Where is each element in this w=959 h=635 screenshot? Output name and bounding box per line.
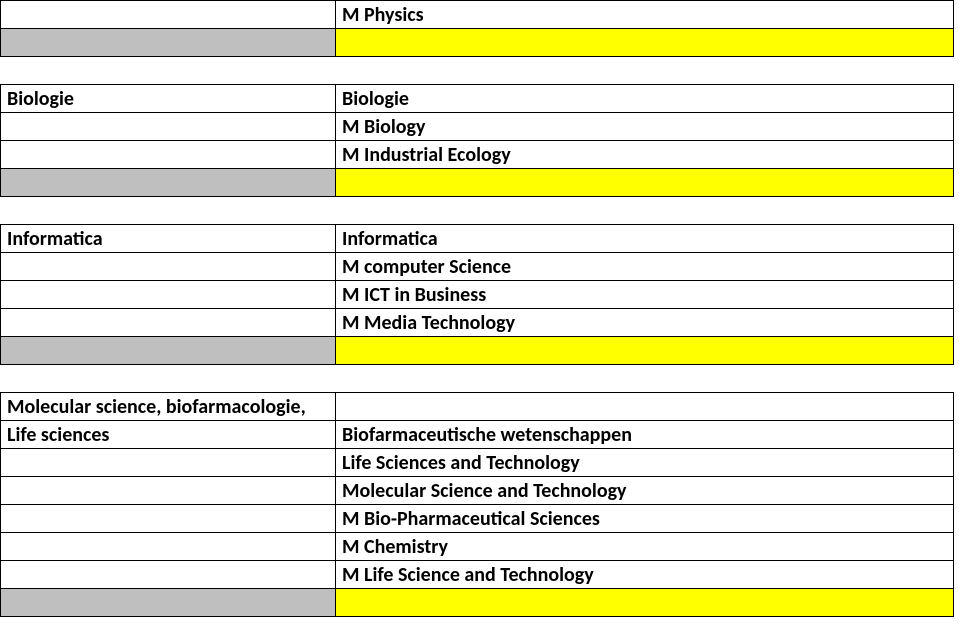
cell-left [1, 253, 336, 281]
cell-right: M Biology [336, 113, 954, 141]
table-row: M Physics [1, 1, 954, 29]
cell-left: Informatica [1, 225, 336, 253]
cell-right: M ICT in Business [336, 281, 954, 309]
table-row [1, 589, 954, 617]
table-row [1, 337, 954, 365]
table-row: M Media Technology [1, 309, 954, 337]
row-gap [1, 365, 954, 393]
table-row [1, 365, 954, 393]
table-row: Molecular Science and Technology [1, 477, 954, 505]
cell-left [1, 337, 336, 365]
table-row [1, 29, 954, 57]
cell-left [1, 169, 336, 197]
cell-left: Life sciences [1, 421, 336, 449]
cell-right: M Industrial Ecology [336, 141, 954, 169]
cell-right [336, 393, 954, 421]
table-row: M ICT in Business [1, 281, 954, 309]
cell-right: Molecular Science and Technology [336, 477, 954, 505]
cell-left [1, 281, 336, 309]
table-row [1, 197, 954, 225]
cell-left [1, 477, 336, 505]
cell-right [336, 169, 954, 197]
row-gap [1, 197, 954, 225]
cell-left [1, 309, 336, 337]
cell-left [1, 1, 336, 29]
cell-right: Life Sciences and Technology [336, 449, 954, 477]
cell-left [1, 561, 336, 589]
cell-left [1, 533, 336, 561]
cell-left: Molecular science, biofarmacologie, [1, 393, 336, 421]
cell-left [1, 505, 336, 533]
cell-right: Biofarmaceutische wetenschappen [336, 421, 954, 449]
cell-right [336, 29, 954, 57]
cell-left [1, 29, 336, 57]
table-row: Molecular science, biofarmacologie, [1, 393, 954, 421]
table-row: Life Sciences and Technology [1, 449, 954, 477]
table-row: M Chemistry [1, 533, 954, 561]
cell-left [1, 589, 336, 617]
cell-right: M Bio-Pharmaceutical Sciences [336, 505, 954, 533]
cell-right [336, 589, 954, 617]
cell-left [1, 113, 336, 141]
table-row: M Life Science and Technology [1, 561, 954, 589]
table-row: BiologieBiologie [1, 85, 954, 113]
cell-left: Biologie [1, 85, 336, 113]
cell-right: M Chemistry [336, 533, 954, 561]
cell-right [336, 337, 954, 365]
table-row: M Bio-Pharmaceutical Sciences [1, 505, 954, 533]
curriculum-table: M Physics BiologieBiologieM BiologyM Indu… [0, 0, 954, 617]
cell-right: Informatica [336, 225, 954, 253]
cell-left [1, 141, 336, 169]
cell-right: M computer Science [336, 253, 954, 281]
table-row: M computer Science [1, 253, 954, 281]
table-row: Life sciencesBiofarmaceutische wetenscha… [1, 421, 954, 449]
cell-left [1, 449, 336, 477]
row-gap [1, 57, 954, 85]
cell-right: M Physics [336, 1, 954, 29]
table-row [1, 169, 954, 197]
table-row: M Biology [1, 113, 954, 141]
table-row: InformaticaInformatica [1, 225, 954, 253]
table-row [1, 57, 954, 85]
cell-right: M Life Science and Technology [336, 561, 954, 589]
cell-right: Biologie [336, 85, 954, 113]
table-row: M Industrial Ecology [1, 141, 954, 169]
cell-right: M Media Technology [336, 309, 954, 337]
